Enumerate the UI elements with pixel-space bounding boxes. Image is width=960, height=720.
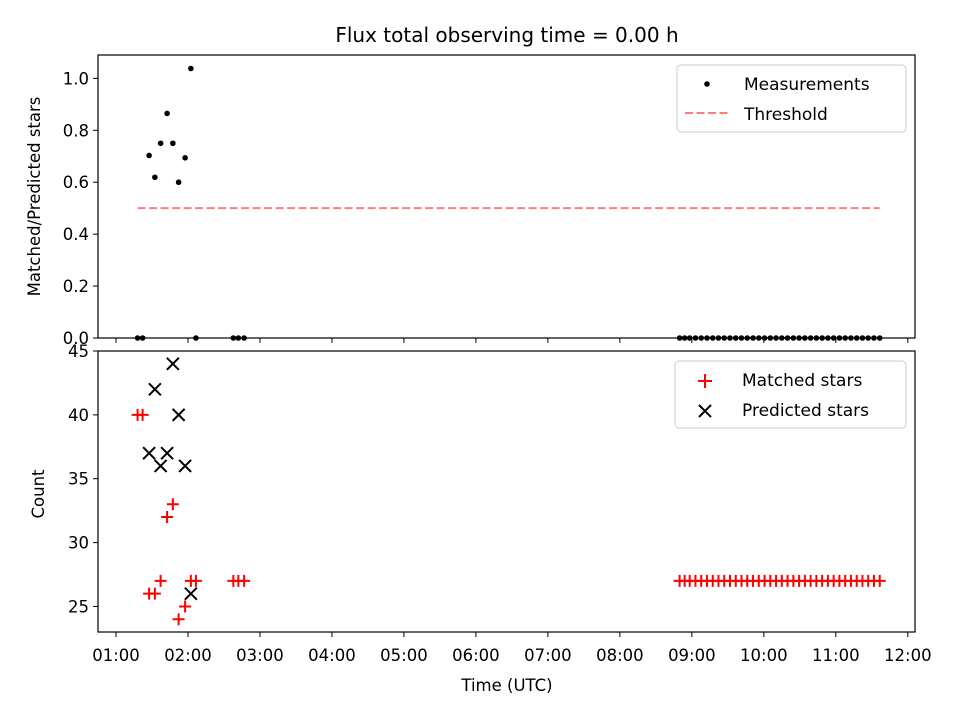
ratio-y-tick-label: 0.4: [63, 225, 89, 244]
count-y-axis-label: Count: [29, 469, 48, 519]
x-axis-label: Time (UTC): [460, 676, 552, 695]
ratio-y-axis-label: Matched/Predicted stars: [25, 97, 44, 297]
x-tick-label: 02:00: [164, 646, 212, 665]
measurement-point: [146, 152, 152, 159]
ratio-y-tick-label: 1.0: [63, 69, 89, 88]
ratio-y-tick-label: 0.2: [63, 277, 89, 296]
legend-measurements-marker: [704, 81, 710, 87]
chart-title: Flux total observing time = 0.00 h: [335, 23, 678, 47]
measurement-point: [188, 65, 194, 72]
matched-star-point: [179, 600, 192, 613]
count-legend: Matched stars Predicted stars: [674, 360, 907, 429]
measurement-point: [182, 155, 188, 161]
predicted-star-point: [184, 586, 198, 601]
matched-star-point: [873, 574, 886, 587]
x-tick-label: 05:00: [380, 646, 428, 665]
legend-matched-label: Matched stars: [742, 371, 862, 391]
count-y-tick-label: 45: [68, 342, 89, 361]
predicted-star-point: [171, 408, 186, 422]
count-y-tick-label: 25: [68, 597, 89, 616]
measurement-point: [175, 179, 182, 186]
predicted-star-point: [178, 459, 192, 473]
count-panel: 25 30 35 40 45 01:00 02:00 03:00 04:00 05:00 06:0…: [29, 342, 932, 695]
ratio-plot-frame: [97, 54, 916, 339]
ratio-legend: Measurements Threshold: [676, 64, 907, 133]
ratio-panel: 0.0 0.2 0.4 0.6 0.8 1.0 Matched/Predicted sta…: [25, 54, 916, 348]
matched-star-point: [136, 408, 149, 421]
count-x-axis: 01:00 02:00 03:00 04:00 05:00 06:00 07:00 08:00…: [92, 632, 932, 665]
legend-threshold-label: Threshold: [743, 105, 828, 125]
x-tick-label: 03:00: [236, 646, 284, 665]
predicted-star-point: [160, 446, 174, 460]
predicted-star-point: [153, 459, 168, 473]
x-tick-label: 08:00: [596, 646, 644, 665]
count-y-tick-label: 35: [68, 470, 89, 489]
predicted-star-point: [142, 446, 156, 460]
matched-star-point: [148, 587, 161, 600]
count-y-tick-label: 30: [68, 534, 89, 553]
ratio-y-tick-label: 0.8: [63, 121, 89, 140]
measurement-point: [157, 140, 164, 147]
x-tick-label: 11:00: [812, 646, 860, 665]
legend-matched-marker: [698, 374, 712, 388]
count-y-tick-label: 40: [68, 406, 89, 425]
x-tick-label: 10:00: [740, 646, 788, 665]
x-tick-label: 06:00: [452, 646, 500, 665]
ratio-y-axis: 0.0 0.2 0.4 0.6 0.8 1.0: [63, 69, 98, 348]
x-tick-label: 09:00: [668, 646, 716, 665]
count-legend-box: [674, 360, 907, 429]
predicted-star-point: [148, 382, 162, 397]
count-y-axis: 25 30 35 40 45: [68, 342, 98, 616]
matched-star-point: [161, 511, 174, 524]
matched-star-point: [189, 574, 202, 587]
ratio-y-tick-label: 0.0: [63, 329, 89, 348]
count-plot-marks: [131, 357, 886, 626]
count-plot-frame: [97, 350, 916, 633]
x-tick-label: 04:00: [308, 646, 356, 665]
x-tick-label: 01:00: [92, 646, 140, 665]
ratio-x-ticks: [115, 338, 909, 343]
legend-measurements-label: Measurements: [744, 75, 870, 95]
ratio-y-tick-label: 0.6: [63, 173, 89, 192]
measurement-point: [164, 110, 170, 117]
matched-star-point: [238, 574, 251, 587]
legend-predicted-marker: [698, 404, 712, 418]
matched-star-point: [166, 498, 179, 511]
x-tick-label: 07:00: [524, 646, 572, 665]
matched-star-point: [172, 613, 185, 626]
predicted-star-point: [166, 357, 180, 371]
measurement-point: [170, 140, 176, 147]
matched-star-point: [154, 574, 167, 587]
legend-predicted-label: Predicted stars: [742, 401, 869, 421]
measurement-point: [152, 174, 158, 181]
x-tick-label: 12:00: [884, 646, 932, 665]
ratio-legend-box: [676, 64, 907, 133]
